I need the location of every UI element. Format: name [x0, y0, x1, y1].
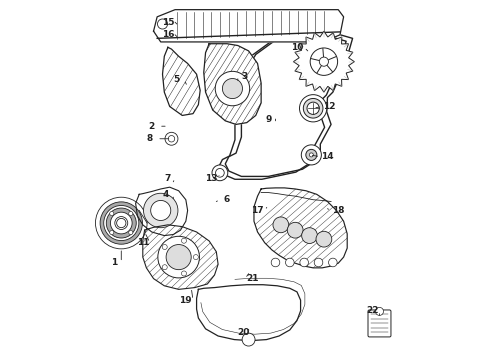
Circle shape	[181, 271, 187, 276]
Text: 4: 4	[163, 190, 169, 199]
Circle shape	[319, 57, 328, 66]
Polygon shape	[153, 10, 343, 42]
Circle shape	[271, 258, 280, 267]
Text: 19: 19	[179, 296, 192, 305]
Circle shape	[129, 211, 133, 216]
Circle shape	[157, 19, 168, 29]
Circle shape	[302, 228, 318, 243]
Circle shape	[286, 258, 294, 267]
Circle shape	[151, 201, 171, 221]
Circle shape	[165, 132, 178, 145]
Circle shape	[242, 333, 255, 346]
Circle shape	[316, 231, 332, 247]
Text: 18: 18	[332, 206, 344, 215]
Text: 6: 6	[224, 195, 230, 204]
Text: 7: 7	[165, 174, 171, 183]
Polygon shape	[143, 225, 218, 289]
Circle shape	[144, 193, 178, 228]
Circle shape	[310, 48, 338, 75]
Text: 16: 16	[162, 30, 174, 39]
Circle shape	[96, 197, 147, 249]
Text: 8: 8	[147, 134, 153, 143]
Circle shape	[110, 211, 114, 216]
Circle shape	[110, 230, 114, 235]
FancyBboxPatch shape	[368, 310, 391, 337]
Circle shape	[104, 206, 139, 240]
Circle shape	[287, 222, 303, 238]
Circle shape	[162, 244, 167, 249]
Circle shape	[166, 244, 191, 270]
Circle shape	[300, 258, 309, 267]
Circle shape	[181, 238, 187, 243]
Polygon shape	[254, 188, 347, 268]
Circle shape	[299, 95, 327, 122]
Circle shape	[329, 258, 337, 267]
Circle shape	[106, 208, 136, 238]
Text: 15: 15	[162, 18, 174, 27]
Text: 10: 10	[291, 43, 303, 52]
Text: 22: 22	[366, 306, 379, 315]
Polygon shape	[163, 47, 200, 116]
Text: 9: 9	[265, 114, 271, 123]
Polygon shape	[204, 44, 261, 125]
Circle shape	[307, 102, 319, 114]
Circle shape	[375, 307, 384, 315]
Polygon shape	[294, 31, 354, 92]
Circle shape	[100, 202, 143, 244]
Circle shape	[115, 217, 128, 229]
Circle shape	[301, 145, 321, 165]
Polygon shape	[196, 285, 300, 341]
Circle shape	[194, 255, 198, 260]
Circle shape	[212, 165, 228, 181]
Circle shape	[129, 230, 133, 235]
Text: 20: 20	[237, 328, 249, 337]
Circle shape	[215, 71, 250, 106]
Text: 13: 13	[205, 174, 217, 183]
Circle shape	[168, 135, 175, 142]
Circle shape	[162, 265, 167, 270]
Circle shape	[117, 219, 126, 228]
Circle shape	[158, 236, 199, 278]
Text: 1: 1	[111, 258, 117, 267]
Circle shape	[314, 258, 323, 267]
Circle shape	[273, 217, 289, 233]
Text: 2: 2	[148, 122, 155, 131]
Text: 3: 3	[242, 72, 248, 81]
Polygon shape	[136, 187, 188, 235]
Text: 11: 11	[137, 238, 149, 247]
Text: 14: 14	[321, 152, 334, 161]
Circle shape	[216, 168, 224, 177]
Circle shape	[110, 212, 132, 234]
Text: 21: 21	[246, 274, 258, 283]
Circle shape	[306, 149, 317, 161]
Circle shape	[222, 78, 243, 99]
Circle shape	[303, 99, 323, 118]
Circle shape	[309, 153, 313, 157]
Text: 12: 12	[323, 102, 336, 111]
Text: 17: 17	[251, 206, 264, 215]
Text: 5: 5	[174, 75, 180, 84]
